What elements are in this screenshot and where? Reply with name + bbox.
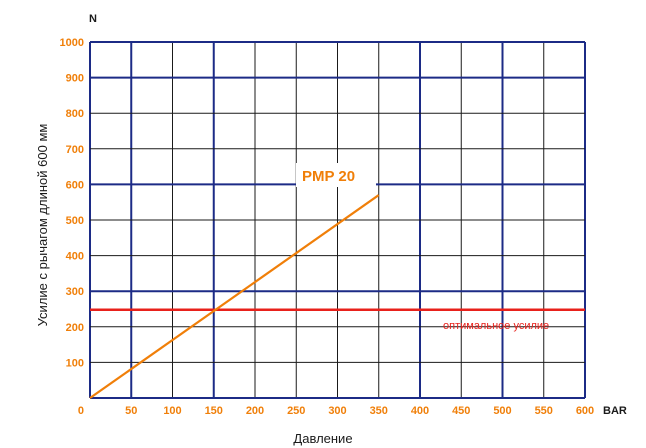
series-label-background [296,163,376,187]
y-tick-label-0: 0 [78,405,84,417]
y-axis-title: Усилие с рычагом длиной 600 мм [35,124,50,327]
grid [89,41,586,399]
threshold-annotation: оптимальное усилие [443,320,549,332]
y-tick-label-1000: 1000 [60,37,84,49]
x-tick-label-550: 550 [535,405,553,417]
y-unit-label: N [89,13,97,25]
x-tick-labels: 50 100 150 200 250 300 350 400 450 500 550 600 [125,405,594,417]
y-tick-label-700: 700 [66,144,84,156]
y-tick-labels: 0 100 200 300 400 500 600 700 800 900 1000 [60,37,84,417]
y-tick-label-900: 900 [66,73,84,85]
x-tick-label-350: 350 [370,405,388,417]
x-tick-label-300: 300 [328,405,346,417]
x-tick-label-250: 250 [287,405,305,417]
y-tick-label-400: 400 [66,251,84,263]
series-group [89,194,380,399]
x-tick-label-600: 600 [576,405,594,417]
y-tick-label-500: 500 [66,215,84,227]
x-tick-label-400: 400 [411,405,429,417]
x-tick-label-200: 200 [246,405,264,417]
y-tick-label-300: 300 [66,286,84,298]
y-tick-label-200: 200 [66,322,84,334]
x-tick-label-150: 150 [205,405,223,417]
x-tick-label-500: 500 [493,405,511,417]
x-axis-title: Давление [293,431,352,446]
y-tick-label-100: 100 [66,357,84,369]
x-tick-label-450: 450 [452,405,470,417]
x-unit-label: BAR [603,405,627,417]
x-tick-label-50: 50 [125,405,137,417]
y-tick-label-800: 800 [66,108,84,120]
series-label-pmp-20: PMP 20 [302,168,355,185]
y-tick-label-600: 600 [66,179,84,191]
x-tick-label-100: 100 [163,405,181,417]
series-line-pmp-20 [89,194,380,399]
